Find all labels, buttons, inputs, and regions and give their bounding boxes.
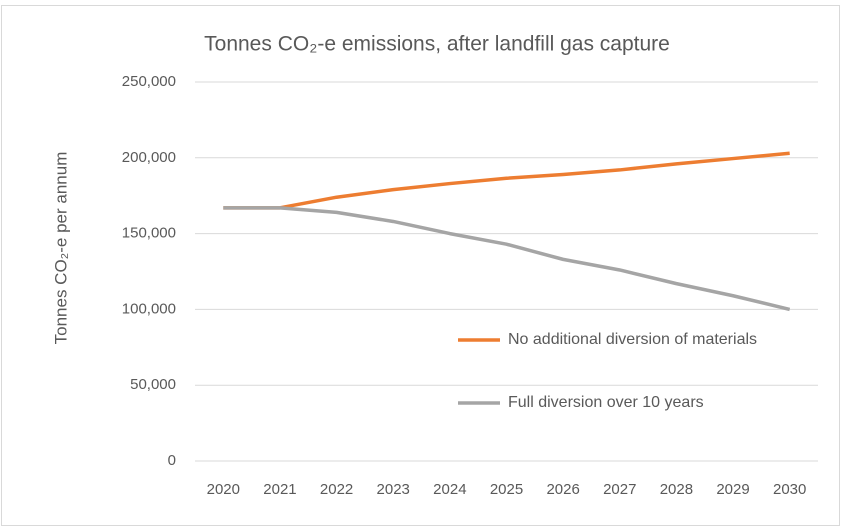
x-tick-label: 2027 xyxy=(603,481,636,498)
x-tick-label: 2020 xyxy=(207,481,240,498)
legend-label: No additional diversion of materials xyxy=(508,331,758,348)
series-line xyxy=(223,151,790,210)
y-tick-label: 250,000 xyxy=(122,73,176,90)
y-axis-label: Tonnes CO₂-e per annum xyxy=(51,152,70,345)
x-tick-label: 2028 xyxy=(660,481,693,498)
y-tick-label: 200,000 xyxy=(122,149,176,166)
chart-title: Tonnes CO₂-e emissions, after landfill g… xyxy=(204,33,670,56)
x-tick-label: 2030 xyxy=(773,481,806,498)
y-tick-label: 50,000 xyxy=(130,376,176,393)
legend-label: Full diversion over 10 years xyxy=(508,394,704,411)
y-tick-label: 0 xyxy=(168,452,176,469)
x-tick-label: 2024 xyxy=(433,481,466,498)
series-line xyxy=(223,206,791,312)
x-tick-label: 2022 xyxy=(320,481,353,498)
x-tick-label: 2029 xyxy=(716,481,749,498)
x-tick-label: 2021 xyxy=(263,481,296,498)
x-tick-label: 2025 xyxy=(490,481,523,498)
x-tick-label: 2023 xyxy=(377,481,410,498)
y-tick-label: 100,000 xyxy=(122,300,176,317)
x-tick-label: 2026 xyxy=(546,481,579,498)
y-tick-label: 150,000 xyxy=(122,225,176,242)
chart-border xyxy=(1,5,840,526)
